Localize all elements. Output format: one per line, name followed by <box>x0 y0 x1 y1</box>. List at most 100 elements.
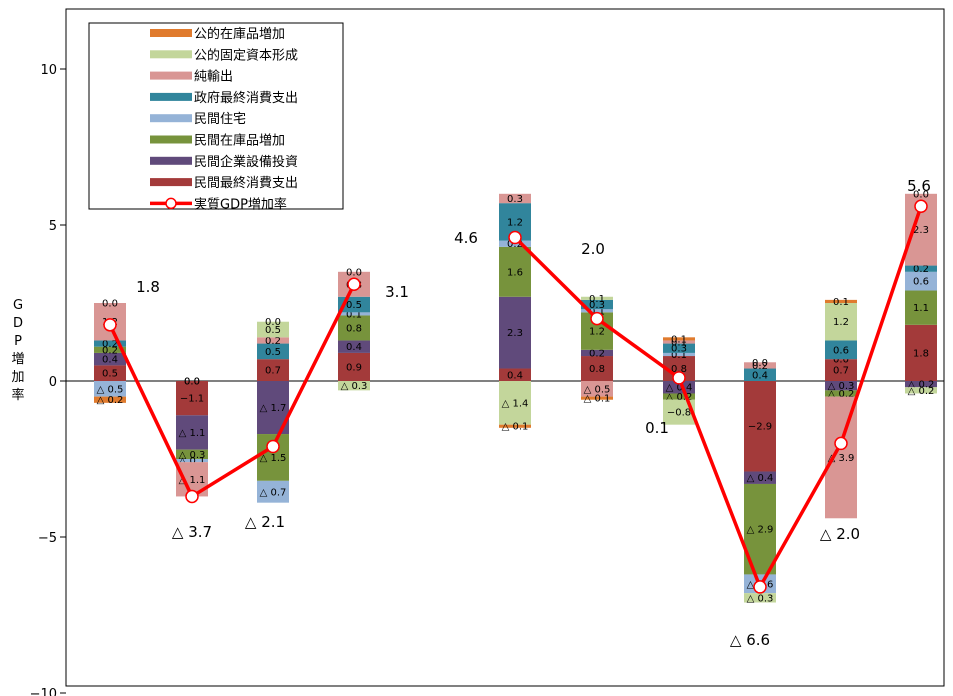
bar-segment-label: 0.4 <box>346 342 362 353</box>
bar-segment-label: 0.0 <box>833 355 849 366</box>
bar-segment-label: 0.1 <box>346 309 362 320</box>
bar-segment-label: 0.2 <box>913 264 929 275</box>
bar-segment-label: 0.4 <box>752 370 768 381</box>
bar-segment <box>94 352 126 366</box>
bar-segment <box>663 381 695 394</box>
bar-segment <box>94 381 126 397</box>
bar-segment-label: △ 0.2 <box>908 386 935 397</box>
bar-segment-label: △ 0.4 <box>747 473 774 484</box>
bar-segment <box>499 381 531 425</box>
bar-segment-label: 0.0 <box>102 299 118 310</box>
legend-swatch <box>150 92 192 101</box>
y-axis-label-char: 率 <box>11 387 24 403</box>
gdp-point <box>914 199 928 214</box>
bar-segment <box>176 449 208 459</box>
bar-segment-label: △ 0.1 <box>502 422 529 433</box>
bar-segment <box>94 365 126 381</box>
bar-segment <box>176 381 208 416</box>
bar-segment <box>257 359 289 381</box>
bar-segment-label: △ 0.2 <box>666 392 693 403</box>
bar-segment <box>499 368 531 381</box>
bar-segment <box>744 362 776 369</box>
legend-label: 純輸出 <box>194 70 233 85</box>
bar-segment <box>905 381 937 388</box>
bar-segment <box>499 424 531 428</box>
bar-segment-label: 0.3 <box>589 300 605 311</box>
bar-segment <box>581 349 613 357</box>
bar-segment <box>338 352 370 381</box>
gdp-point <box>103 318 117 332</box>
gdp-point <box>753 580 767 594</box>
y-tick-label: 5 <box>49 219 57 234</box>
bar-segment <box>744 381 776 472</box>
bar-segment <box>825 381 857 391</box>
bar-segment <box>905 324 937 381</box>
legend-label: 公的在庫品増加 <box>194 26 285 42</box>
gdp-value-label: 3.1 <box>385 283 409 301</box>
bar-segment <box>905 290 937 325</box>
y-axis-label-char: 増 <box>11 352 24 367</box>
bar-segment-label: 1.2 <box>833 317 849 328</box>
legend-label: 実質GDP増加率 <box>194 196 287 212</box>
legend-swatch <box>150 178 192 187</box>
bar-segment <box>744 593 776 603</box>
gdp-point <box>508 230 522 245</box>
bar-segment <box>825 340 857 360</box>
bar-segment <box>663 343 695 353</box>
bar-segment-label: 0.6 <box>913 277 929 288</box>
bar-segment <box>825 359 857 381</box>
bar-segment-label: 0.3 <box>507 194 523 205</box>
bar-segment-label: 0.1 <box>671 338 687 349</box>
bar-segment-label: 1.8 <box>913 348 929 359</box>
bar-segment-label: △ 0.3 <box>828 381 855 392</box>
bar-segment-label: △ 1.4 <box>502 398 529 409</box>
y-axis-label-char: D <box>13 316 23 331</box>
bar-segment-label: 0.8 <box>346 323 362 334</box>
bar-segment-label: 0.7 <box>265 366 281 377</box>
bar-segment <box>663 340 695 344</box>
bar-segment-label: 0.2 <box>265 336 281 347</box>
bar-segment-label: △ 1.7 <box>260 403 287 414</box>
bar-segment-label: 0.3 <box>671 344 687 355</box>
bar-segment <box>338 340 370 353</box>
bar-segment <box>581 381 613 397</box>
bar-segment-label: 2.3 <box>507 328 523 339</box>
bar-segment-label: 0.0 <box>184 377 200 388</box>
bar-segment-label: 0.5 <box>265 325 281 336</box>
y-axis-label-char: P <box>14 334 22 349</box>
bar-segment-label: 1.2 <box>507 217 523 228</box>
gdp-line <box>108 283 356 499</box>
legend: 公的在庫品増加公的固定資本形成純輸出政府最終消費支出民間住宅民間在庫品増加民間企… <box>88 22 344 212</box>
legend-box <box>88 22 344 210</box>
gdp-value-label: 1.8 <box>136 278 160 296</box>
bar-segment-label: △ 1.5 <box>260 453 287 464</box>
bar-segment-label: △ 0.3 <box>179 450 206 461</box>
gdp-point <box>266 439 280 454</box>
bar-segment-label: 0.1 <box>833 297 849 308</box>
bar-segment-label: △ 0.4 <box>666 383 693 394</box>
legend-swatch <box>150 50 192 59</box>
bar-segment-label: 0.5 <box>102 369 118 380</box>
bar-segment-label: 0.5 <box>346 300 362 311</box>
bar-segment-label: 0.1 <box>671 350 687 361</box>
bar-segment <box>176 459 208 463</box>
gdp-value-label: △ 3.7 <box>172 523 212 541</box>
bar-segment-label: △ 0.2 <box>908 380 935 391</box>
legend-label: 民間住宅 <box>194 112 246 127</box>
bar-segment-label: 1.6 <box>507 267 523 278</box>
bar-segment-label: 0.0 <box>184 377 200 388</box>
bar-segment-label: 0.1 <box>671 334 687 345</box>
bar-segment <box>176 415 208 450</box>
bar-segment-label: 0.6 <box>833 345 849 356</box>
bar-segment <box>663 352 695 357</box>
bar-segment-label: △ 0.2 <box>97 395 124 406</box>
bar-segment-label: 0.9 <box>346 362 362 373</box>
gdp-line <box>513 205 923 589</box>
gdp-point <box>672 371 686 385</box>
bar-segment <box>94 340 126 347</box>
bar-segment <box>744 471 776 484</box>
bar-segment <box>257 480 289 503</box>
bar-segment <box>257 343 289 360</box>
